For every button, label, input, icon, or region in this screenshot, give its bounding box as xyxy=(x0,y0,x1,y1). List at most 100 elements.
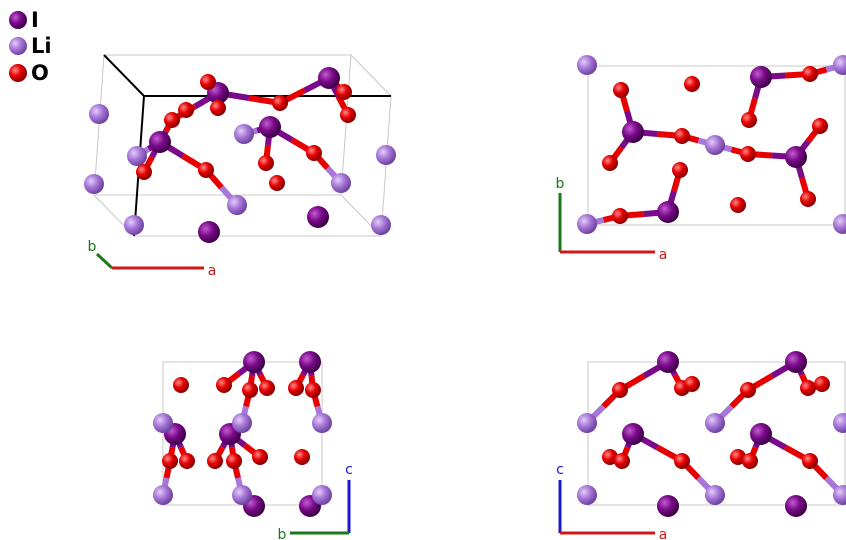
atom xyxy=(730,197,746,213)
structure-view: I Li O b a b a c b c a xyxy=(0,0,846,540)
atom xyxy=(259,116,281,138)
atom xyxy=(612,382,628,398)
atom xyxy=(136,164,152,180)
atom xyxy=(833,413,846,433)
atom xyxy=(674,453,690,469)
cell-edge xyxy=(351,55,391,96)
atom xyxy=(207,453,223,469)
cell-back xyxy=(94,55,351,195)
atom xyxy=(812,118,828,134)
unit-cell xyxy=(94,55,845,505)
cell-axis xyxy=(104,55,144,96)
atom xyxy=(750,423,772,445)
atom xyxy=(198,221,220,243)
axis-b xyxy=(97,254,112,268)
atom xyxy=(226,453,242,469)
axis-label: c xyxy=(556,462,564,478)
atom xyxy=(307,206,329,228)
atom xyxy=(613,82,629,98)
atom xyxy=(657,351,679,373)
atom xyxy=(785,146,807,168)
atom xyxy=(127,146,147,166)
atom xyxy=(305,382,321,398)
atom xyxy=(200,74,216,90)
atom xyxy=(252,449,268,465)
atom xyxy=(84,174,104,194)
atom xyxy=(577,413,597,433)
atom xyxy=(331,173,351,193)
legend-swatch xyxy=(9,37,27,55)
axis-label: c xyxy=(345,462,353,478)
atom xyxy=(216,377,232,393)
atom xyxy=(622,121,644,143)
atom xyxy=(153,413,173,433)
atom xyxy=(785,351,807,373)
atom xyxy=(614,453,630,469)
atom xyxy=(272,95,288,111)
atom xyxy=(227,195,247,215)
atom xyxy=(89,104,109,124)
atom xyxy=(299,351,321,373)
atom xyxy=(306,145,322,161)
atom xyxy=(802,66,818,82)
atom xyxy=(269,175,285,191)
atom xyxy=(149,131,171,153)
atom xyxy=(800,380,816,396)
atom xyxy=(657,201,679,223)
atom xyxy=(232,413,252,433)
atom xyxy=(833,214,846,234)
atom xyxy=(833,55,846,75)
legend-label: Li xyxy=(31,34,52,58)
atom xyxy=(612,208,628,224)
atom xyxy=(622,423,644,445)
atom xyxy=(153,485,173,505)
atom xyxy=(162,453,178,469)
axis-label: a xyxy=(659,247,668,263)
atom xyxy=(802,453,818,469)
atom xyxy=(705,135,725,155)
atom xyxy=(602,155,618,171)
atom xyxy=(178,102,194,118)
atom xyxy=(740,382,756,398)
legend-swatch xyxy=(9,64,27,82)
legend: I Li O xyxy=(9,8,52,85)
atom xyxy=(234,124,254,144)
axis-label: a xyxy=(659,527,668,540)
atom xyxy=(232,485,252,505)
axis-label: b xyxy=(88,239,97,255)
atom xyxy=(674,128,690,144)
atom xyxy=(742,453,758,469)
atom xyxy=(684,376,700,392)
atom xyxy=(288,380,304,396)
atom xyxy=(124,215,144,235)
atom xyxy=(312,485,332,505)
atom xyxy=(312,413,332,433)
atom xyxy=(179,453,195,469)
atom xyxy=(750,66,772,88)
atom xyxy=(577,55,597,75)
atom xyxy=(243,351,265,373)
atom xyxy=(376,145,396,165)
atom xyxy=(318,67,340,89)
atom xyxy=(336,84,352,100)
atom xyxy=(684,76,700,92)
atom xyxy=(294,449,310,465)
atom xyxy=(577,485,597,505)
atom xyxy=(705,485,725,505)
axis-label: a xyxy=(208,263,217,279)
atom xyxy=(657,495,679,517)
atom xyxy=(340,107,356,123)
atoms xyxy=(84,55,846,517)
atom xyxy=(210,100,226,116)
legend-swatch xyxy=(9,11,27,29)
legend-label: I xyxy=(31,8,39,32)
atom xyxy=(259,380,275,396)
atom xyxy=(705,413,725,433)
atom xyxy=(198,162,214,178)
atom xyxy=(371,215,391,235)
atom xyxy=(173,377,189,393)
atom xyxy=(672,162,688,178)
axis-label: b xyxy=(278,527,287,540)
atom xyxy=(740,146,756,162)
atom xyxy=(800,191,816,207)
